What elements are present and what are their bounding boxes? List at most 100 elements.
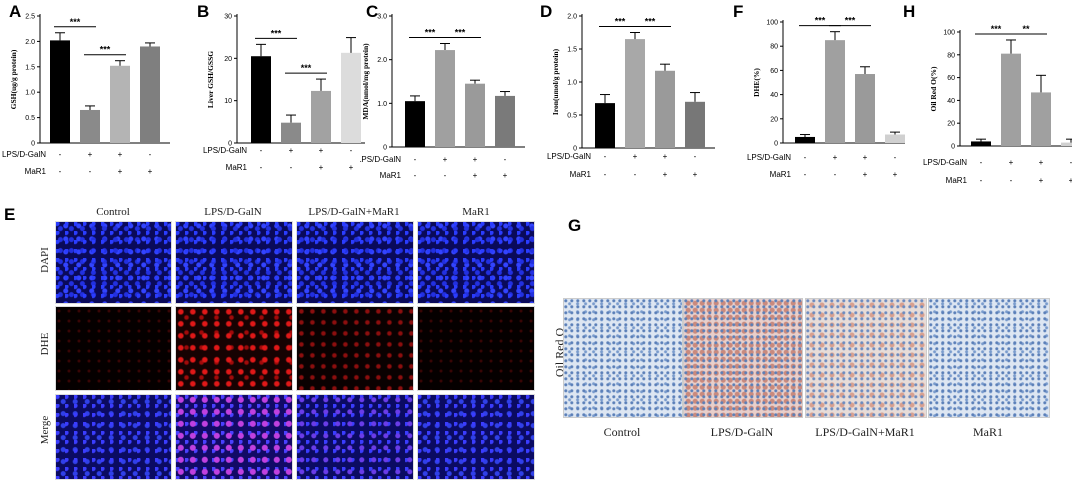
chart-f-sig-label: *** <box>815 16 826 26</box>
panel-letter-c: C <box>366 2 379 21</box>
chart-f-sig-label: *** <box>845 16 856 26</box>
chart-c-mar1-sign: - <box>414 171 417 180</box>
chart-h-lps-sign: - <box>1070 158 1072 167</box>
panel-letter-a: A <box>9 2 22 21</box>
chart-a-lps-sign: - <box>59 150 62 159</box>
chart-a-mar1-sign: + <box>148 167 153 176</box>
dhe-col-lps: LPS/D-GalN <box>204 206 262 218</box>
chart-c-lps-label: LPS/D-GalN <box>360 155 401 164</box>
chart-a-bar <box>110 65 130 143</box>
chart-b-mar1-sign: - <box>260 163 263 172</box>
chart-h-lps-sign: + <box>1009 158 1014 167</box>
chart-d-ytick-label: 0 <box>573 146 577 153</box>
chart-f-ylabel: DHE(%) <box>752 68 761 97</box>
dhe-col-mar1: MaR1 <box>462 206 490 218</box>
oil-control-image <box>563 298 683 418</box>
chart-d-bar <box>655 70 675 148</box>
panel-letter-d: D <box>540 2 553 21</box>
chart-a-bar <box>80 109 100 143</box>
chart-c-ytick-label: 3.0 <box>377 14 387 21</box>
oil-col-control: Control <box>603 425 641 439</box>
chart-f-ytick-label: 60 <box>770 68 778 75</box>
chart-h-mar1-label: MaR1 <box>946 176 968 185</box>
chart-b-ytick-label: 30 <box>224 14 232 21</box>
chart-a-sig-label: *** <box>70 17 81 27</box>
chart-a-sig-label: *** <box>100 45 111 55</box>
chart-d-ytick-label: 2.0 <box>567 14 577 21</box>
chart-b-ytick-label: 10 <box>224 98 232 105</box>
chart-c-bar <box>495 95 515 147</box>
chart-a-ytick-label: 1.0 <box>25 90 35 97</box>
chart-h-sig-label: ** <box>1022 24 1030 34</box>
chart-b-ytick-label: 20 <box>224 56 232 63</box>
chart-c-ytick-label: 0 <box>383 145 387 152</box>
panel-letter-g: G <box>568 216 582 235</box>
chart-c-lps-sign: + <box>443 155 448 164</box>
chart-f-ytick-label: 20 <box>770 116 778 123</box>
chart-b-sig-label: *** <box>271 28 282 38</box>
chart-b-bar <box>251 56 271 143</box>
merge-control-image <box>55 394 172 480</box>
chart-d-ytick-label: 1.5 <box>567 47 577 54</box>
panel-letter-b: B <box>197 2 210 21</box>
chart-b-mar1-sign: + <box>349 163 354 172</box>
chart-d-mar1-sign: + <box>663 170 668 179</box>
chart-h-lps-sign: + <box>1039 158 1044 167</box>
chart-h-mar1-sign: - <box>980 176 983 185</box>
chart-f-bar <box>885 134 905 143</box>
chart-d-ylabel: Iron(umol/g protein) <box>551 48 560 115</box>
dhe-row-dapi: DAPI <box>39 247 51 273</box>
chart-b-lps-sign: - <box>260 146 263 155</box>
chart-h-lps-label: LPS/D-GalN <box>923 158 967 167</box>
chart-a-lps-sign: + <box>118 150 123 159</box>
chart-c-mar1-sign: - <box>444 171 447 180</box>
chart-b-mar1-sign: - <box>290 163 293 172</box>
chart-h-bar <box>1061 142 1072 146</box>
oil-lps-mar1-image <box>805 298 927 418</box>
chart-c-ytick-label: 1.0 <box>377 101 387 108</box>
chart-a-bar <box>50 40 70 143</box>
chart-d-bar <box>625 39 645 148</box>
oil-col-lps-mar1: LPS/D-GalN+MaR1 <box>815 425 915 439</box>
chart-b-lps-sign: + <box>319 146 324 155</box>
chart-a-bar <box>140 46 160 144</box>
chart-d-mar1-label: MaR1 <box>570 170 592 179</box>
chart-h-ytick-label: 60 <box>947 75 955 82</box>
chart-d-ytick-label: 0.5 <box>567 113 577 120</box>
chart-d-lps-sign: + <box>663 152 668 161</box>
chart-f-bar <box>855 74 875 143</box>
dhe-row-dhe: DHE <box>39 332 51 356</box>
chart-a-mar1-label: MaR1 <box>25 167 47 176</box>
chart-d-lps-label: LPS/D-GalN <box>547 152 591 161</box>
chart-a-lps-label: LPS/D-GalN <box>2 150 46 159</box>
chart-a-ytick-label: 0.5 <box>25 115 35 122</box>
chart-f-lps-sign: + <box>833 153 838 162</box>
chart-b-ylabel: Liver GSH/GSSG <box>206 51 215 108</box>
chart-h-mar1-sign: - <box>1010 176 1013 185</box>
chart-f-lps-sign: - <box>804 153 807 162</box>
chart-a-ytick-label: 1.5 <box>25 64 35 71</box>
chart-h-ytick-label: 80 <box>947 52 955 59</box>
chart-a-mar1-sign: - <box>59 167 62 176</box>
chart-a-lps-sign: + <box>88 150 93 159</box>
chart-f-bar <box>795 136 815 143</box>
chart-d-sig-label: *** <box>645 17 656 27</box>
chart-b-bar <box>281 122 301 143</box>
chart-h-mar1-sign: + <box>1069 176 1072 185</box>
chart-f-ytick-label: 80 <box>770 44 778 51</box>
chart-f-ytick-label: 100 <box>766 20 778 27</box>
chart-h-ytick-label: 100 <box>943 30 955 37</box>
chart-f-bar <box>825 40 845 143</box>
chart-d-bar <box>595 103 615 148</box>
dhe-percent-bar-chart: DHE(%) 0 20 40 60 80 100 - - + - + + - + LPS/D-GalN MaR1… <box>747 16 905 179</box>
chart-b-ytick-label: 0 <box>228 141 232 148</box>
chart-c-lps-sign: + <box>473 155 478 164</box>
chart-h-sig-label: *** <box>991 24 1002 34</box>
chart-f-mar1-sign: + <box>893 170 898 179</box>
chart-d-lps-sign: - <box>694 152 697 161</box>
panel-letter-e: E <box>4 205 16 224</box>
chart-f-mar1-sign: - <box>804 170 807 179</box>
oil-mar1-image <box>928 298 1050 418</box>
dhe-lps-image <box>175 306 293 391</box>
chart-d-mar1-sign: - <box>604 170 607 179</box>
